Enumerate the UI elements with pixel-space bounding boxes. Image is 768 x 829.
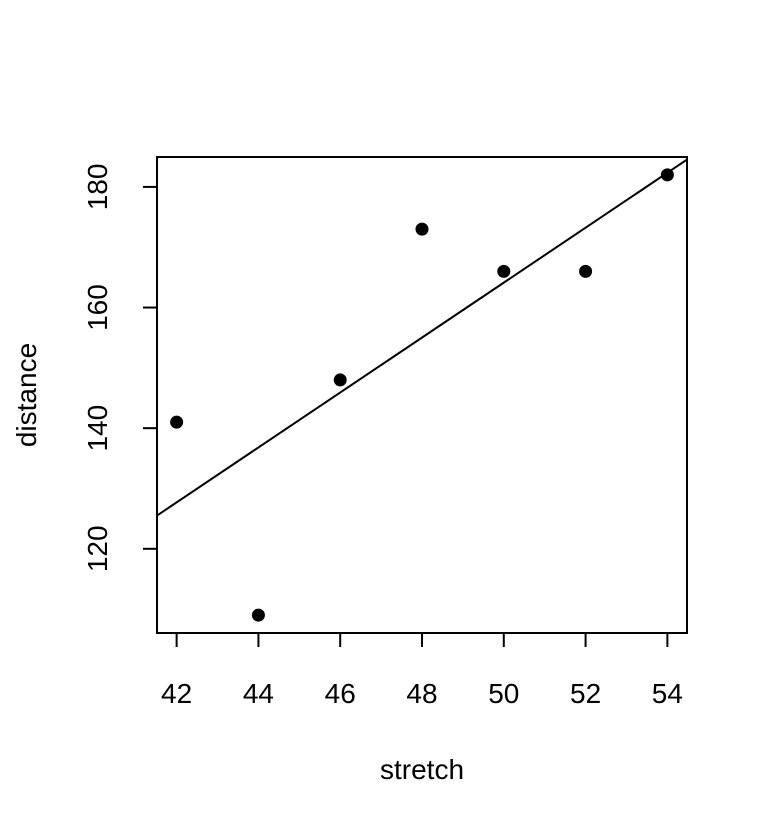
y-tick-label: 160 xyxy=(82,284,113,331)
data-point xyxy=(333,373,347,387)
x-tick-label: 48 xyxy=(406,678,437,709)
data-point xyxy=(170,415,184,429)
data-point xyxy=(660,168,674,182)
y-axis-label: distance xyxy=(11,343,42,447)
regression-line-group xyxy=(156,158,688,517)
x-tick-label: 46 xyxy=(325,678,356,709)
x-tick-label: 54 xyxy=(652,678,683,709)
data-points xyxy=(170,168,674,622)
data-point xyxy=(415,222,429,236)
y-tick-label: 140 xyxy=(82,405,113,452)
x-axis-label: stretch xyxy=(380,754,464,785)
data-point xyxy=(251,608,265,622)
x-tick-label: 50 xyxy=(488,678,519,709)
y-tick-label: 120 xyxy=(82,525,113,572)
y-tick-label: 180 xyxy=(82,164,113,211)
x-tick-label: 52 xyxy=(570,678,601,709)
x-tick-label: 44 xyxy=(243,678,274,709)
data-point xyxy=(497,264,511,278)
data-point xyxy=(579,264,593,278)
x-axis: 42 44 46 48 50 52 54 xyxy=(161,632,683,709)
y-axis: 120 140 160 180 xyxy=(82,164,158,572)
regression-line xyxy=(156,158,688,517)
x-tick-label: 42 xyxy=(161,678,192,709)
